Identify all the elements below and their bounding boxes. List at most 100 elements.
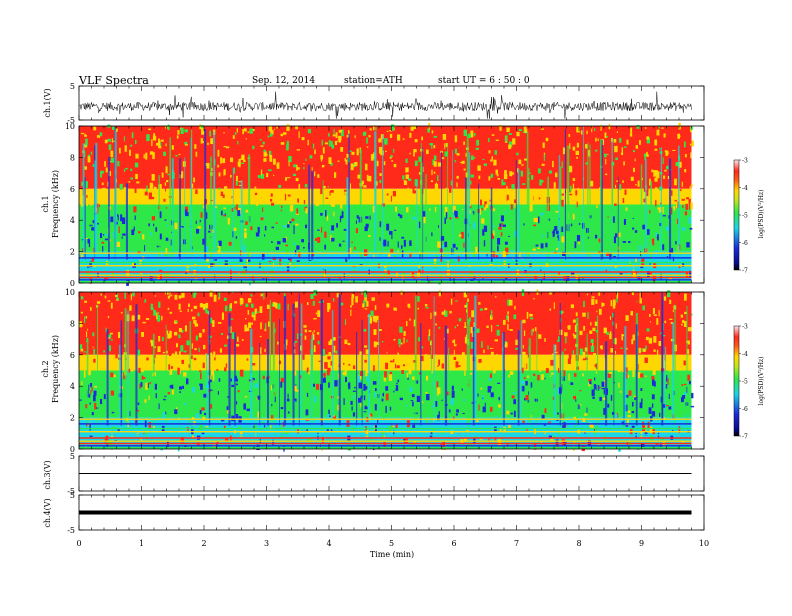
ch2spec-cell xyxy=(617,366,621,372)
ch1spec-cell xyxy=(691,140,694,147)
ch1spec-cell xyxy=(441,157,445,160)
ch2spec-cell xyxy=(108,440,112,446)
ch2spec-cell xyxy=(482,395,484,401)
ch2spec-cell xyxy=(538,360,541,366)
ch2spec-cell xyxy=(174,409,178,415)
ch2spec-cell xyxy=(313,318,317,320)
ch1spec-cell xyxy=(391,232,393,240)
ch2spec-cell xyxy=(446,427,449,433)
ch2spec-cell xyxy=(337,434,340,440)
ch1spec-cell xyxy=(365,216,369,219)
ch1spec-cell xyxy=(365,163,367,170)
ch2spec-cell xyxy=(397,379,400,383)
ch1spec-cell xyxy=(422,211,426,217)
ch2spec-cell xyxy=(81,381,83,386)
ch1spec-cell xyxy=(335,132,338,139)
ch1spec-cell xyxy=(518,159,522,164)
ch2spec-cell xyxy=(242,392,244,394)
ch2spec-cell xyxy=(593,384,597,390)
ch2spec-cell xyxy=(529,382,533,388)
ch1spec-cell xyxy=(330,141,333,147)
ch1spec-burst xyxy=(441,151,443,260)
ch1spec-burst xyxy=(452,149,453,260)
ch2spec-cell xyxy=(201,360,205,364)
ch2spec-cell xyxy=(337,396,340,399)
ch2spec-cell xyxy=(607,403,610,408)
ch1spec-cell xyxy=(605,173,608,176)
ch2spec-cell xyxy=(382,393,384,396)
ch2spec-cell xyxy=(156,405,158,410)
ch2spec-cell xyxy=(597,444,600,446)
ch2spec-cell xyxy=(646,328,650,332)
ch1spec-cell xyxy=(195,220,197,224)
ch2spec-cell xyxy=(416,357,418,361)
ch2spec-cell xyxy=(587,440,592,446)
ch1spec-cell xyxy=(352,164,355,167)
ch2spec-cell xyxy=(225,363,228,368)
ch2spec-cell xyxy=(142,377,146,380)
ch2spec-cell xyxy=(614,337,617,345)
ch1spec-cell xyxy=(512,138,516,145)
ch2spec-cell xyxy=(155,393,157,399)
ch1spec-cell xyxy=(273,158,276,165)
ch2spec-cell xyxy=(85,404,88,409)
ch1spec-cell xyxy=(151,196,155,200)
ch1spec-cell xyxy=(595,137,597,142)
ch2spec-cell xyxy=(242,407,245,413)
ch1spec-cell xyxy=(501,222,503,227)
ch2spec-cell xyxy=(327,356,331,360)
ch2spec-cell xyxy=(88,384,90,391)
ch2spec-cell xyxy=(582,351,586,359)
ch2spec-cell xyxy=(141,367,144,373)
ch1spec-cell xyxy=(663,133,666,138)
ch2spec-cell xyxy=(640,388,643,391)
ch2spec-cell xyxy=(214,355,216,361)
ch1spec-cell xyxy=(506,127,510,132)
ch1-spec-ylabel-line2: Frequency (kHz) xyxy=(51,170,60,238)
ch2spec-cell xyxy=(418,337,420,342)
ch1spec-cell xyxy=(357,174,361,179)
ch1spec-cell xyxy=(104,238,109,241)
ch2spec-cell xyxy=(573,416,577,419)
ch2spec-cell xyxy=(494,437,496,441)
ch1spec-burst xyxy=(213,131,215,260)
ch1spec-cell xyxy=(649,210,651,214)
ch2spec-cell xyxy=(389,371,392,377)
ch2spec-cell xyxy=(613,338,616,344)
ch1spec-cell xyxy=(111,137,113,143)
ch1spec-cell xyxy=(151,192,154,195)
ch1spec-cell xyxy=(200,212,203,218)
ch1spec-cell xyxy=(675,202,678,209)
ch1spec-cell xyxy=(632,227,635,230)
ch2spec-cell xyxy=(205,310,209,314)
ch1spec-cell xyxy=(389,224,392,226)
ch1spec-cell xyxy=(96,135,101,138)
ch1spec-burst xyxy=(158,175,160,260)
ch2spec-cell xyxy=(622,424,625,428)
ch1spec-cell xyxy=(312,143,315,149)
ch1spec-cell xyxy=(554,226,558,231)
ch2spec-cell xyxy=(417,307,419,310)
ch1spec-cell xyxy=(456,175,459,179)
ch2spec-cell xyxy=(681,442,685,444)
ch2spec-cell xyxy=(237,390,240,393)
ch2spec-cell xyxy=(377,419,379,424)
ch1spec-cell xyxy=(609,252,613,260)
ch1spec-cell xyxy=(307,129,311,134)
ch2spec-cell xyxy=(639,292,641,299)
ch1spec-cell xyxy=(263,272,266,277)
ch1spec-cell xyxy=(614,203,617,206)
ch2spec-cell xyxy=(202,329,205,333)
ch1spec-cell xyxy=(450,257,453,263)
ch1spec-cell xyxy=(110,150,114,158)
ch1spec-cell xyxy=(440,236,445,241)
ch1spec-cell xyxy=(375,192,378,199)
ch1spec-cell xyxy=(555,210,559,213)
ch1spec-cell xyxy=(236,128,238,133)
ch2spec-cell xyxy=(257,395,261,400)
ch1spec-cell xyxy=(454,210,456,216)
ch1spec-burst xyxy=(346,177,349,260)
ch1spec-cell xyxy=(333,211,335,217)
ch2spec-cell xyxy=(280,407,284,410)
ch2spec-cell xyxy=(178,295,182,299)
